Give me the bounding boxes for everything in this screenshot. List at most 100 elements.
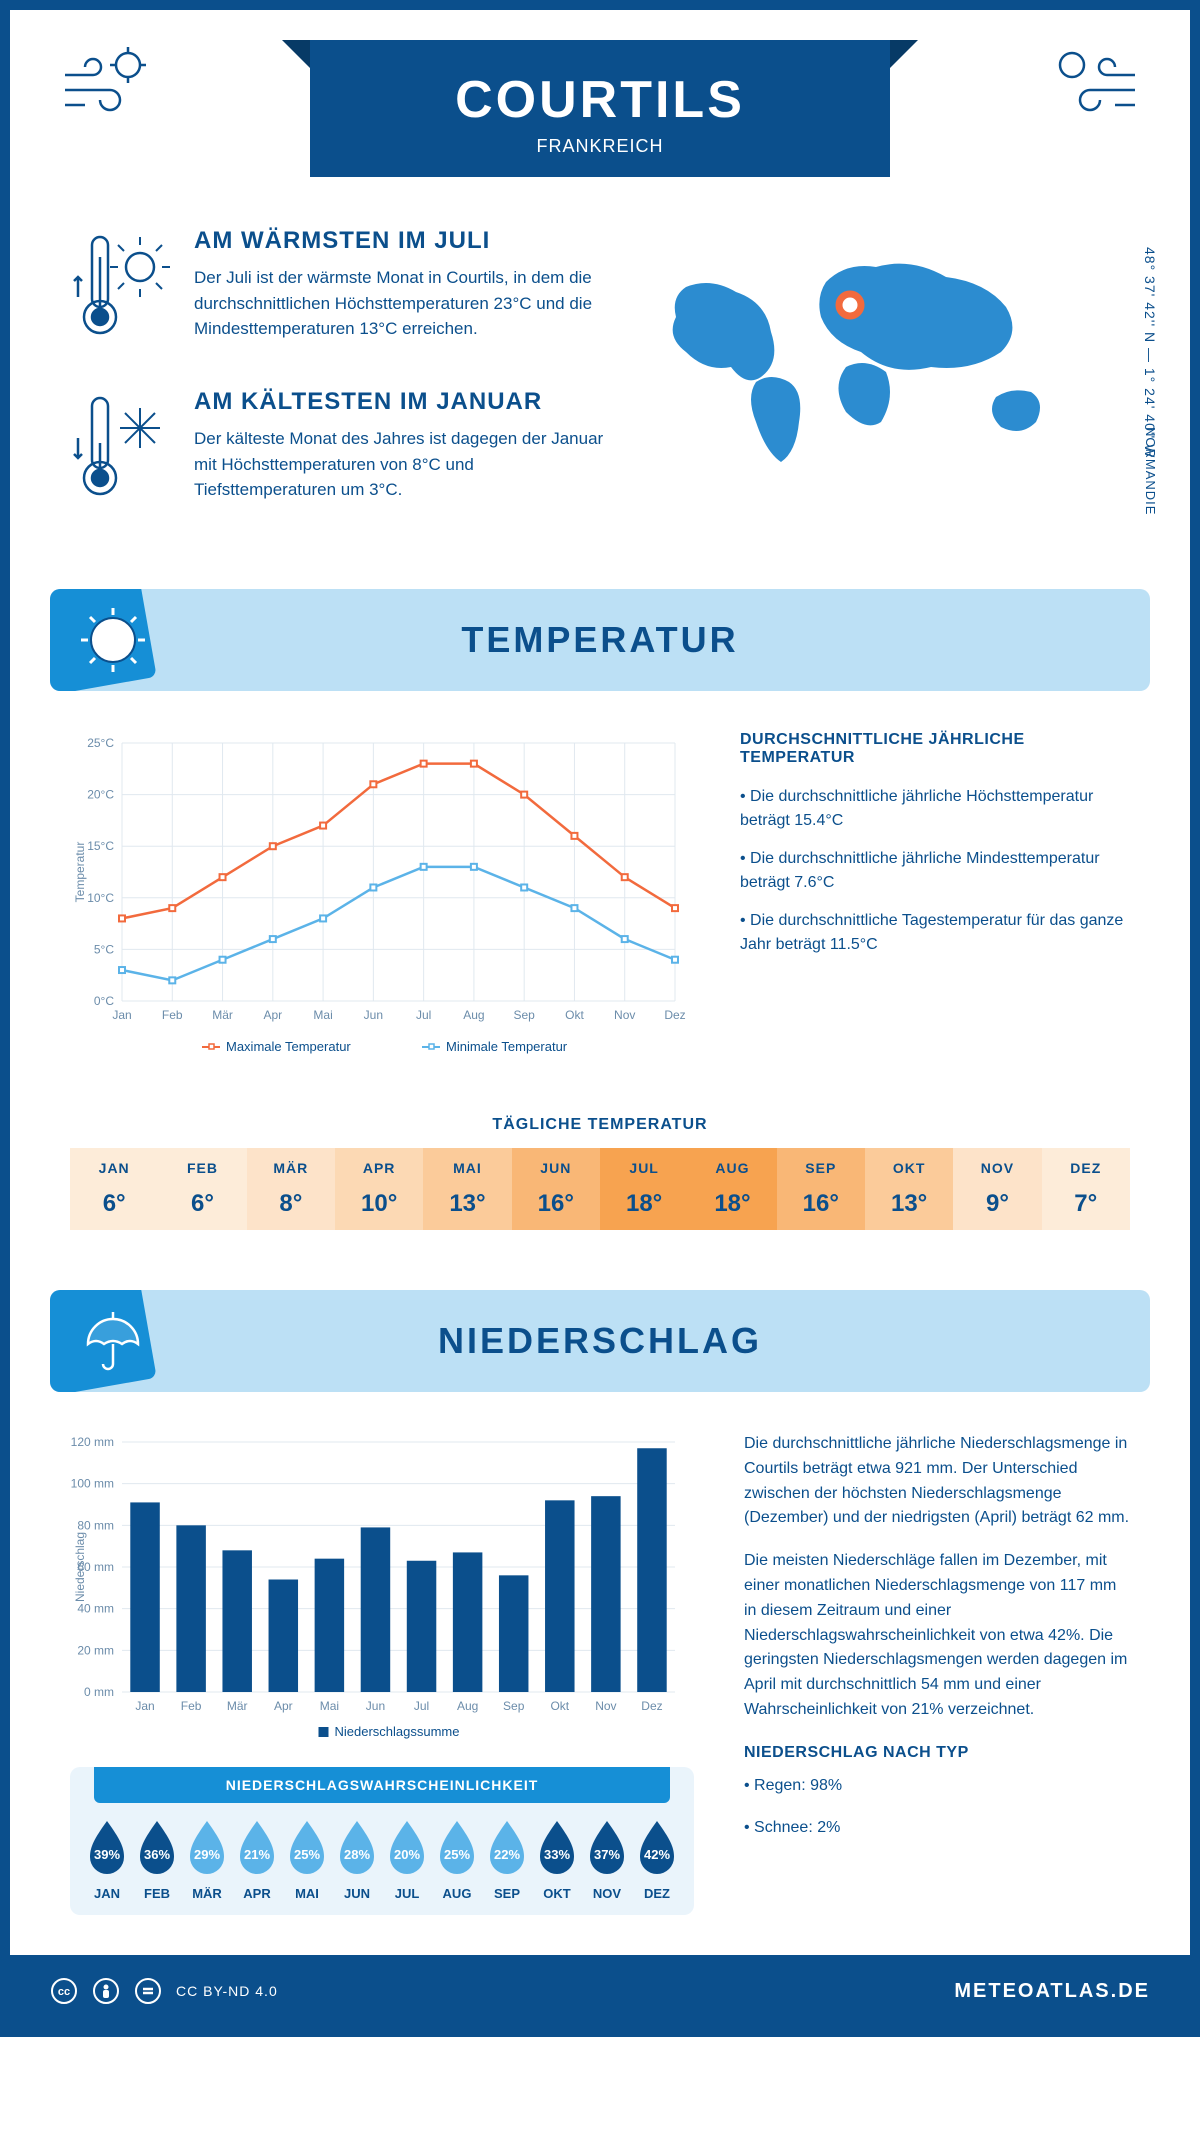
daily-temp-grid: JAN6°FEB6°MÄR8°APR10°MAI13°JUN16°JUL18°A… <box>70 1148 1130 1230</box>
region-label: NORMANDIE <box>1143 427 1158 515</box>
svg-text:25°C: 25°C <box>87 736 114 750</box>
prob-drop: 21% APR <box>234 1817 280 1901</box>
temp-bullet: • Die durchschnittliche jährliche Mindes… <box>740 847 1130 895</box>
header: COURTILS FRANKREICH <box>10 10 1190 197</box>
daily-temp-cell: MAI13° <box>423 1148 511 1230</box>
temp-info-title: DURCHSCHNITTLICHE JÄHRLICHE TEMPERATUR <box>740 731 1130 767</box>
temperature-line-chart: 0°C5°C10°C15°C20°C25°CJanFebMärAprMaiJun… <box>70 731 690 1076</box>
wind-icon <box>1040 45 1140 130</box>
daily-temp-cell: AUG18° <box>688 1148 776 1230</box>
svg-text:Dez: Dez <box>641 1699 662 1713</box>
precip-type-bullet: • Schnee: 2% <box>744 1816 1130 1841</box>
daily-temp-cell: FEB6° <box>158 1148 246 1230</box>
svg-text:cc: cc <box>58 1986 70 1998</box>
temperature-heading: TEMPERATUR <box>90 619 1110 661</box>
svg-text:Sep: Sep <box>514 1008 536 1022</box>
by-icon <box>92 1977 120 2005</box>
svg-text:36%: 36% <box>144 1847 170 1862</box>
prob-drop: 37% NOV <box>584 1817 630 1901</box>
site-name: METEOATLAS.DE <box>954 1980 1150 2003</box>
footer: cc CC BY-ND 4.0 METEOATLAS.DE <box>10 1955 1190 2027</box>
svg-text:25%: 25% <box>444 1847 470 1862</box>
precip-type-title: NIEDERSCHLAG NACH TYP <box>744 1741 1130 1766</box>
svg-text:0°C: 0°C <box>94 994 114 1008</box>
svg-text:20 mm: 20 mm <box>77 1643 114 1657</box>
precip-type-bullet: • Regen: 98% <box>744 1774 1130 1799</box>
daily-temp-cell: JUN16° <box>512 1148 600 1230</box>
svg-text:Niederschlagssumme: Niederschlagssumme <box>335 1724 460 1739</box>
svg-text:Okt: Okt <box>565 1008 584 1022</box>
prob-drop: 25% AUG <box>434 1817 480 1901</box>
prob-drop: 28% JUN <box>334 1817 380 1901</box>
daily-temp-cell: MÄR8° <box>247 1148 335 1230</box>
svg-text:28%: 28% <box>344 1847 370 1862</box>
warmest-text: Der Juli ist der wärmste Monat in Courti… <box>194 265 606 342</box>
umbrella-icon <box>78 1306 148 1381</box>
temperature-row: 0°C5°C10°C15°C20°C25°CJanFebMärAprMaiJun… <box>10 691 1190 1096</box>
svg-text:Mai: Mai <box>320 1699 339 1713</box>
svg-text:Mai: Mai <box>313 1008 332 1022</box>
svg-text:5°C: 5°C <box>94 942 114 956</box>
svg-text:Feb: Feb <box>162 1008 183 1022</box>
infographic-page: COURTILS FRANKREICH AM WÄRMSTEN IM JULI … <box>0 0 1200 2037</box>
temp-bullet: • Die durchschnittliche Tagestemperatur … <box>740 909 1130 957</box>
daily-temp-cell: SEP16° <box>777 1148 865 1230</box>
precipitation-bar-chart: 0 mm20 mm40 mm60 mm80 mm100 mm120 mmJanF… <box>70 1432 694 1757</box>
temp-bullet: • Die durchschnittliche jährliche Höchst… <box>740 785 1130 833</box>
nd-icon <box>134 1977 162 2005</box>
daily-temp-cell: OKT13° <box>865 1148 953 1230</box>
page-subtitle: FRANKREICH <box>350 136 850 157</box>
warmest-title: AM WÄRMSTEN IM JULI <box>194 227 606 255</box>
intro-section: AM WÄRMSTEN IM JULI Der Juli ist der wär… <box>10 197 1190 589</box>
prob-drop: 29% MÄR <box>184 1817 230 1901</box>
daily-temp-cell: JAN6° <box>70 1148 158 1230</box>
svg-text:10°C: 10°C <box>87 891 114 905</box>
coldest-title: AM KÄLTESTEN IM JANUAR <box>194 388 606 416</box>
svg-text:100 mm: 100 mm <box>71 1477 114 1491</box>
svg-text:20°C: 20°C <box>87 788 114 802</box>
svg-text:Feb: Feb <box>181 1699 202 1713</box>
svg-text:120 mm: 120 mm <box>71 1435 114 1449</box>
thermometer-sun-icon <box>70 227 170 352</box>
svg-text:Temperatur: Temperatur <box>73 842 87 903</box>
svg-text:Niederschlag: Niederschlag <box>73 1532 87 1602</box>
world-map: 48° 37' 42'' N — 1° 24' 40'' W NORMANDIE <box>646 227 1131 549</box>
thermometer-snow-icon <box>70 388 170 513</box>
daily-temp-cell: DEZ7° <box>1042 1148 1130 1230</box>
prob-drop: 22% SEP <box>484 1817 530 1901</box>
prob-drop: 20% JUL <box>384 1817 430 1901</box>
svg-text:80 mm: 80 mm <box>77 1518 114 1532</box>
svg-text:Maximale Temperatur: Maximale Temperatur <box>226 1039 351 1054</box>
svg-text:Nov: Nov <box>595 1699 616 1713</box>
daily-temp-cell: NOV9° <box>953 1148 1041 1230</box>
wind-icon <box>60 45 160 130</box>
daily-temp-cell: APR10° <box>335 1148 423 1230</box>
prob-drop: 42% DEZ <box>634 1817 680 1901</box>
prob-drop: 25% MAI <box>284 1817 330 1901</box>
svg-text:Jan: Jan <box>112 1008 131 1022</box>
svg-text:21%: 21% <box>244 1847 270 1862</box>
svg-text:Aug: Aug <box>463 1008 484 1022</box>
svg-text:Nov: Nov <box>614 1008 635 1022</box>
svg-text:42%: 42% <box>644 1847 670 1862</box>
svg-text:Jun: Jun <box>364 1008 383 1022</box>
svg-text:20%: 20% <box>394 1847 420 1862</box>
prob-title: NIEDERSCHLAGSWAHRSCHEINLICHKEIT <box>94 1767 670 1803</box>
svg-text:29%: 29% <box>194 1847 220 1862</box>
svg-text:0 mm: 0 mm <box>84 1685 114 1699</box>
prob-drop: 39% JAN <box>84 1817 130 1901</box>
svg-text:Aug: Aug <box>457 1699 478 1713</box>
svg-text:15°C: 15°C <box>87 839 114 853</box>
precipitation-probability-box: NIEDERSCHLAGSWAHRSCHEINLICHKEIT 39% JAN … <box>70 1767 694 1915</box>
cc-icon: cc <box>50 1977 78 2005</box>
svg-text:Jan: Jan <box>135 1699 154 1713</box>
svg-text:Mär: Mär <box>212 1008 233 1022</box>
precip-para: Die meisten Niederschläge fallen im Deze… <box>744 1549 1130 1723</box>
svg-text:Apr: Apr <box>274 1699 293 1713</box>
prob-drop: 33% OKT <box>534 1817 580 1901</box>
precipitation-heading: NIEDERSCHLAG <box>90 1320 1110 1362</box>
coldest-text: Der kälteste Monat des Jahres ist dagege… <box>194 426 606 503</box>
title-banner: COURTILS FRANKREICH <box>310 40 890 177</box>
svg-text:Minimale Temperatur: Minimale Temperatur <box>446 1039 568 1054</box>
license-text: CC BY-ND 4.0 <box>176 1983 278 1999</box>
